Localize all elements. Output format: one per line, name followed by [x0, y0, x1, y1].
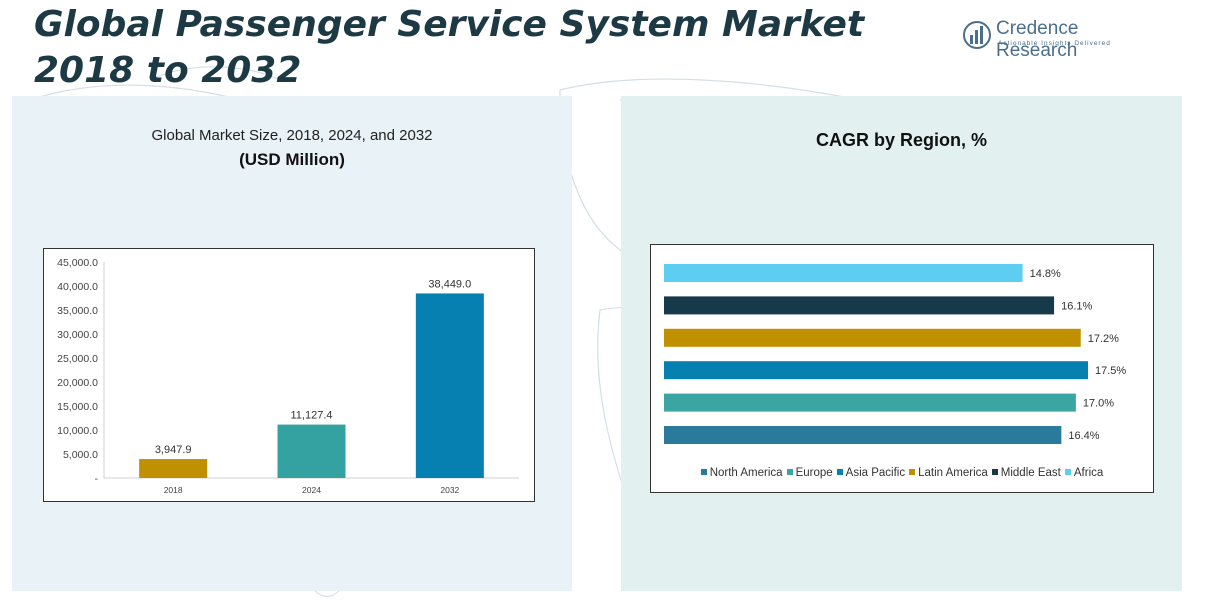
y-tick-label: 5,000.0: [63, 449, 98, 461]
bar-2032: [415, 293, 484, 478]
bar-value-label: 16.1%: [1061, 300, 1092, 312]
bar-value-label: 38,449.0: [428, 278, 471, 290]
cagr-legend: North America Europe Asia Pacific Latin Ame…: [651, 467, 1153, 479]
legend-label: Asia Pacific: [845, 467, 906, 479]
market-size-svg: - 5,000.0 10,000.0 15,000.0 20,000.0 25,000.0…: [57, 257, 519, 495]
bar-value-label: 16.4%: [1068, 430, 1099, 442]
bar-value-label: 3,947.9: [155, 444, 192, 456]
cagr-chart: 14.8% 16.1% 17.2% 17.5% 17.0% 16.4% North Ame…: [650, 244, 1154, 493]
legend-swatch: [991, 469, 998, 475]
x-tick-label: 2018: [164, 485, 183, 495]
bar-latin-america: [664, 328, 1081, 347]
legend-item: Middle East: [991, 467, 1061, 479]
legend-swatch: [909, 469, 916, 475]
bar-value-label: 17.0%: [1083, 398, 1114, 410]
legend-swatch: [700, 469, 707, 475]
y-tick-label: 40,000.0: [57, 281, 98, 293]
cagr-title: CAGR by Region, %: [815, 130, 987, 150]
bar-value-label: 14.8%: [1030, 268, 1061, 280]
x-tick-label: 2024: [302, 485, 321, 495]
bar-2018: [139, 459, 208, 478]
bar-value-label: 17.2%: [1088, 333, 1119, 345]
bar-europe: [664, 393, 1076, 412]
y-tick-label: 35,000.0: [57, 305, 98, 317]
y-tick-label: 15,000.0: [57, 401, 98, 413]
logo-name: Credence Research: [996, 18, 1079, 61]
bar-chart-logo-icon: [963, 21, 991, 49]
legend-item: Asia Pacific: [836, 467, 906, 479]
bar-value-label: 11,127.4: [290, 410, 332, 422]
legend-label: Latin America: [918, 467, 988, 479]
x-tick-label: 2032: [440, 485, 459, 495]
legend-item: Latin America: [909, 467, 988, 479]
cagr-svg: 14.8% 16.1% 17.2% 17.5% 17.0% 16.4%: [664, 264, 1126, 444]
bar-asia-pacific: [664, 361, 1088, 380]
legend-item: Africa: [1064, 467, 1104, 479]
market-size-chart: - 5,000.0 10,000.0 15,000.0 20,000.0 25,000.0…: [43, 248, 535, 502]
y-tick-label: 45,000.0: [57, 257, 98, 269]
market-size-unit: (USD Million): [239, 150, 345, 169]
legend-swatch: [786, 469, 793, 475]
bar-value-label: 17.5%: [1095, 365, 1126, 377]
legend-swatch: [836, 469, 843, 475]
credence-research-logo: Credence Research Actionable Insights De…: [962, 18, 1162, 61]
legend-label: North America: [709, 467, 783, 479]
logo-tagline: Actionable Insights Delivered: [998, 40, 1111, 47]
legend-label: Africa: [1073, 467, 1104, 479]
y-tick-label: 20,000.0: [57, 377, 98, 389]
bar-middle-east: [664, 296, 1055, 315]
legend-label: Europe: [795, 467, 833, 479]
y-tick-label: 30,000.0: [57, 329, 98, 341]
bar-africa: [664, 264, 1023, 282]
y-tick-label: 25,000.0: [57, 353, 98, 365]
page-title: Global Passenger Service System Market 2…: [34, 4, 865, 91]
legend-swatch: [1064, 469, 1071, 475]
y-tick-label: 10,000.0: [57, 425, 98, 437]
legend-item: Europe: [786, 467, 833, 479]
bar-2024: [277, 424, 346, 478]
market-size-subtitle: Global Market Size, 2018, 2024, and 2032: [151, 127, 433, 144]
legend-item: North America: [700, 467, 783, 479]
y-tick-label: -: [95, 473, 99, 485]
legend-label: Middle East: [1000, 467, 1061, 479]
bar-north-america: [664, 426, 1062, 444]
